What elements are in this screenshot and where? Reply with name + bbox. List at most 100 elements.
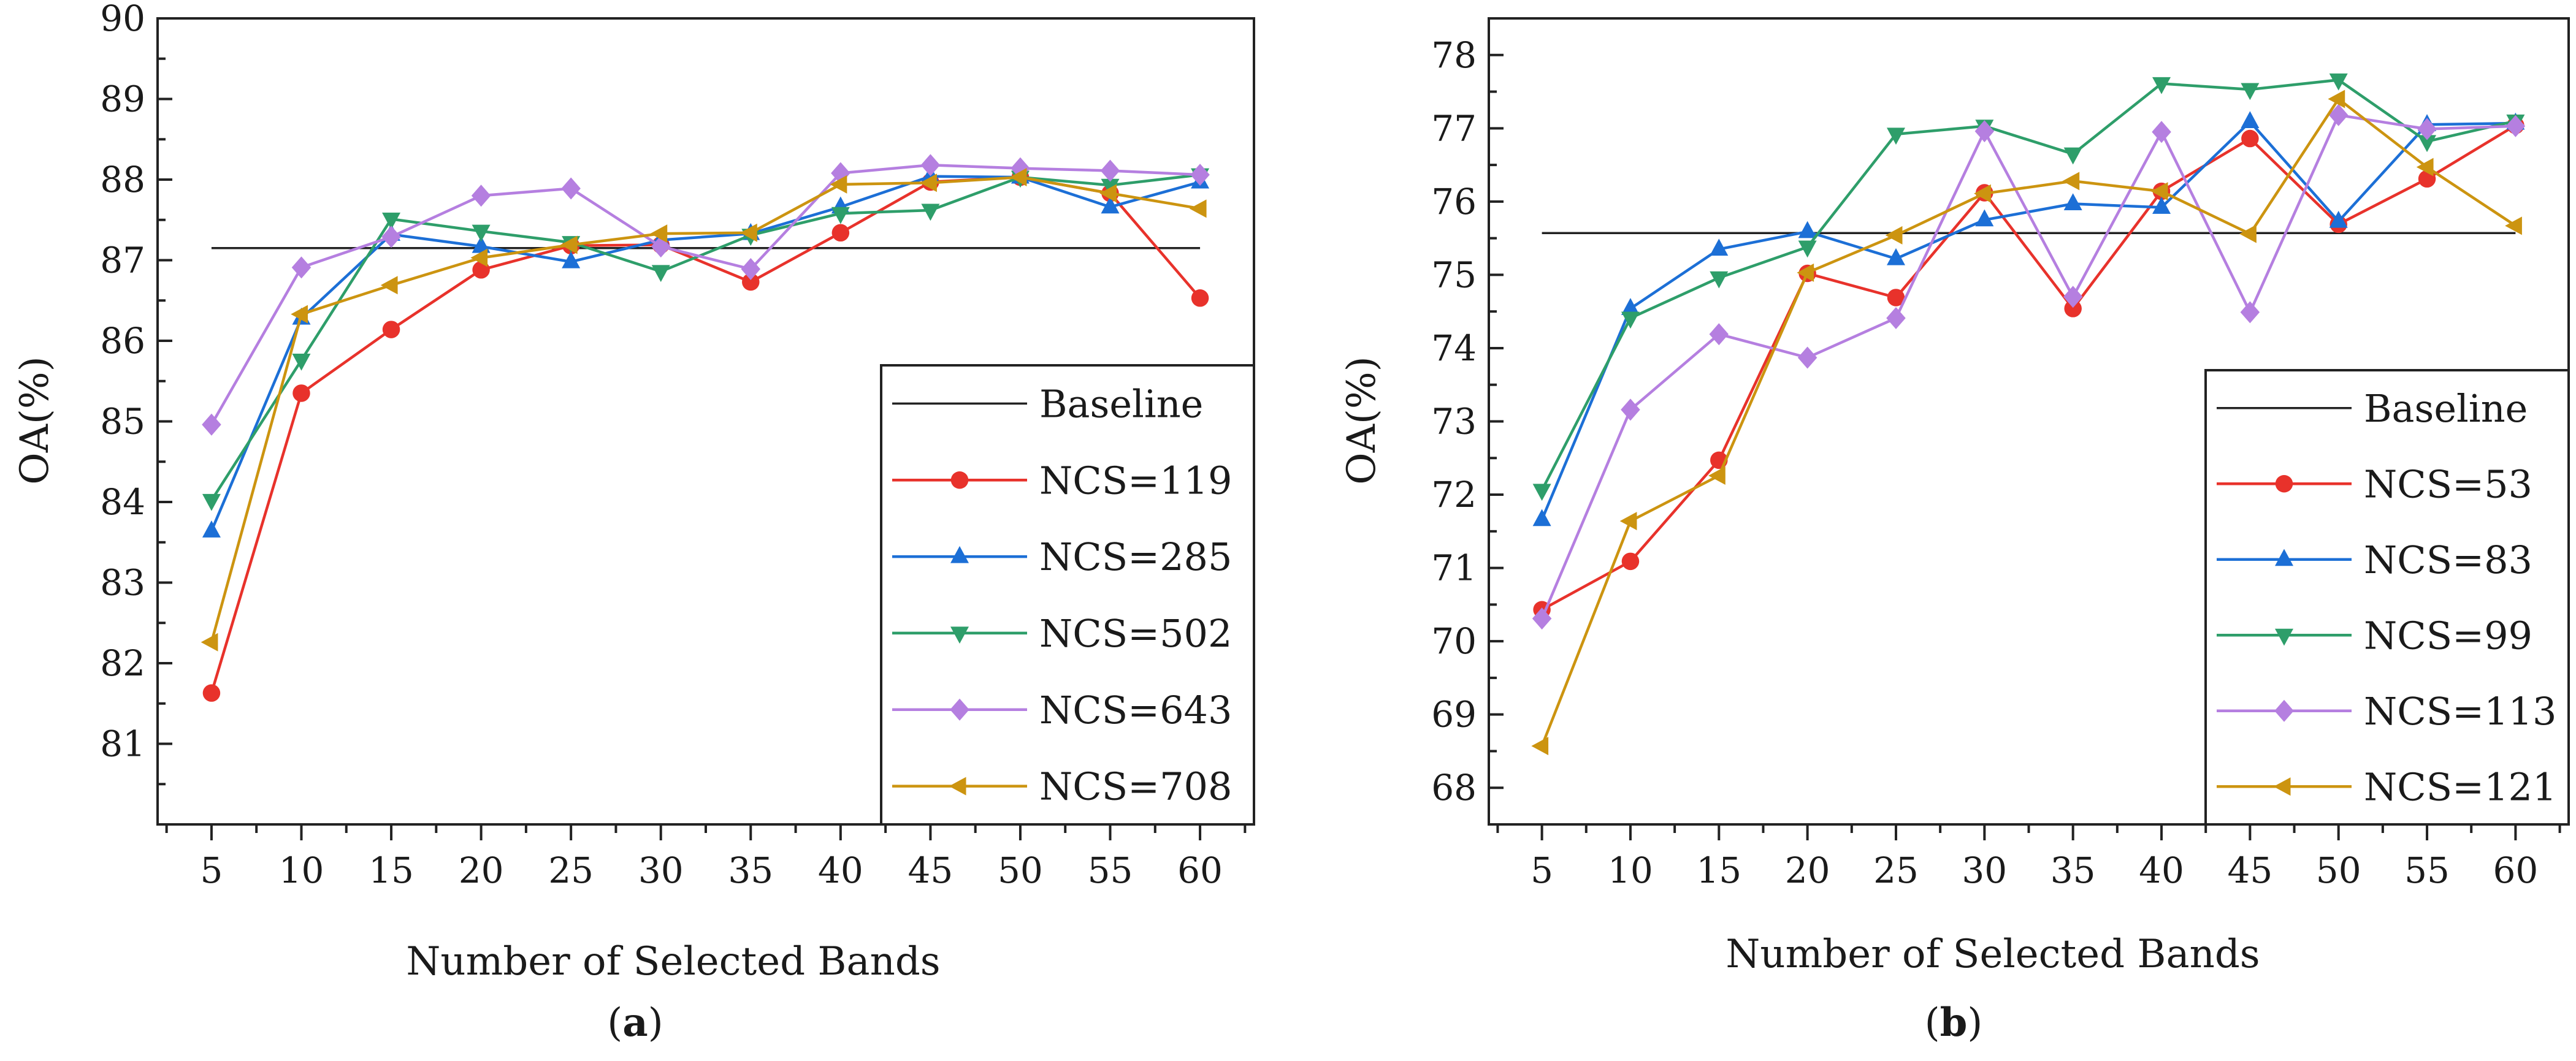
panel-label-a-letter: a [622,1000,648,1046]
data-point-ncs-708 [920,173,937,192]
x-tick-labels-a: 5 10 15 20 25 30 35 40 45 50 55 60 [200,850,1222,891]
series-line-ncs-285 [210,175,1201,532]
data-point-ncs-113 [1709,323,1729,346]
x-tick-label: 60 [2493,850,2538,891]
y-tick-label: 71 [1431,547,1477,589]
data-point-ncs-113 [2152,121,2171,143]
data-point-ncs-708 [1189,199,1207,218]
x-tick-label: 60 [1177,850,1223,891]
data-point-ncs-113 [2328,104,2349,126]
data-point-ncs-53 [1621,552,1640,571]
panel-label-a-open: ( [607,1000,622,1046]
x-tick-label: 35 [2050,850,2096,891]
data-point-ncs-113 [1886,306,1906,329]
legend-label: Baseline [1039,381,1203,426]
y-tick-label: 90 [100,0,145,39]
x-tick-label: 5 [200,850,223,891]
data-point-ncs-99 [2241,83,2260,101]
data-point-ncs-643 [920,154,941,177]
legend-marker [950,471,969,489]
x-tick-label: 5 [1531,850,1553,891]
legend-marker [2273,777,2291,796]
data-point-ncs-643 [381,226,401,248]
data-point-ncs-121 [1531,737,1549,756]
data-point-ncs-708 [1009,168,1027,187]
data-point-ncs-643 [1190,164,1210,186]
data-point-ncs-708 [740,223,757,242]
legend-marker [2275,475,2293,493]
data-point-ncs-643 [1100,159,1120,182]
data-point-ncs-119 [742,273,760,291]
data-point-ncs-113 [2240,301,2260,324]
panel-label-b-letter: b [1940,1000,1968,1046]
data-point-ncs-121 [2505,216,2522,235]
data-point-ncs-83 [1886,248,1905,265]
legend-marker [949,777,966,796]
legend-label: NCS=113 [2364,689,2556,734]
x-tick-label: 30 [638,850,684,891]
axis-ticks-a [158,17,1247,840]
y-tick-label: 86 [100,320,145,362]
x-tick-label: 45 [908,850,953,891]
data-point-ncs-119 [831,224,850,242]
data-point-ncs-113 [1974,120,1995,143]
data-point-ncs-708 [560,235,578,254]
x-tick-label: 40 [818,850,863,891]
data-point-ncs-53 [1887,289,1905,306]
data-point-ncs-99 [1798,240,1817,258]
x-tick-label: 40 [2139,850,2184,891]
y-axis-title-b: OA(%) [1339,356,1385,484]
data-point-ncs-708 [291,305,308,324]
x-tick-label: 15 [369,850,414,891]
data-point-ncs-643 [291,256,311,279]
data-point-ncs-83 [1532,509,1551,527]
y-tick-labels-b: 68 69 70 71 72 73 74 75 76 77 78 [1431,34,1477,808]
axis-ticks-b [1489,17,2561,840]
x-tick-label: 20 [459,850,504,891]
data-point-ncs-119 [382,321,400,338]
data-point-ncs-708 [201,633,218,652]
data-point-ncs-99 [2063,147,2082,165]
data-point-ncs-83 [2241,111,2260,129]
data-point-ncs-113 [1797,346,1817,369]
series-line-ncs-99 [1540,78,2516,491]
y-tick-label: 70 [1431,620,1477,662]
x-tick-label: 20 [1785,850,1830,891]
data-point-ncs-53 [2064,300,2082,318]
data-point-ncs-285 [202,520,221,538]
legend-marker [950,546,969,563]
data-point-ncs-99 [1710,271,1729,289]
legend-label: NCS=502 [1039,611,1232,656]
series-line-ncs-113 [1540,113,2516,619]
data-point-ncs-121 [1974,184,1991,203]
data-point-ncs-285 [562,251,581,268]
chart-panel-a: 81 82 83 84 85 86 87 88 89 90 5 10 15 20 25 30 35 40 45 50… [12,0,1255,1046]
legend-label: NCS=708 [1039,764,1232,809]
y-tick-label: 81 [100,723,145,765]
panel-label-b-open: ( [1925,1000,1940,1046]
panel-label-b-close: ) [1967,1000,1982,1046]
y-tick-labels-a: 81 82 83 84 85 86 87 88 89 90 [100,0,145,765]
data-point-ncs-83 [2063,193,2082,210]
legend-box [2204,369,2570,826]
x-tick-label: 30 [1962,850,2007,891]
data-point-ncs-285 [472,235,491,253]
data-point-ncs-99 [2329,73,2348,91]
x-tick-labels-b: 5 10 15 20 25 30 35 40 45 50 55 60 [1531,850,2538,891]
x-tick-label: 10 [279,850,324,891]
data-point-ncs-643 [471,184,491,207]
data-point-ncs-121 [2062,172,2080,191]
legend-label: NCS=121 [2364,764,2556,809]
legend-label: NCS=99 [2364,613,2532,658]
data-point-ncs-119 [202,684,221,702]
y-tick-label: 87 [100,240,145,281]
x-axis-title-b: Number of Selected Bands [1726,932,2260,977]
data-point-ncs-99 [2418,135,2437,153]
y-tick-label: 84 [100,481,145,523]
data-point-ncs-502 [651,265,670,283]
data-point-ncs-502 [292,354,311,371]
data-point-ncs-99 [1621,311,1640,329]
y-tick-label: 89 [100,78,145,120]
legend-label: Baseline [2364,386,2528,431]
